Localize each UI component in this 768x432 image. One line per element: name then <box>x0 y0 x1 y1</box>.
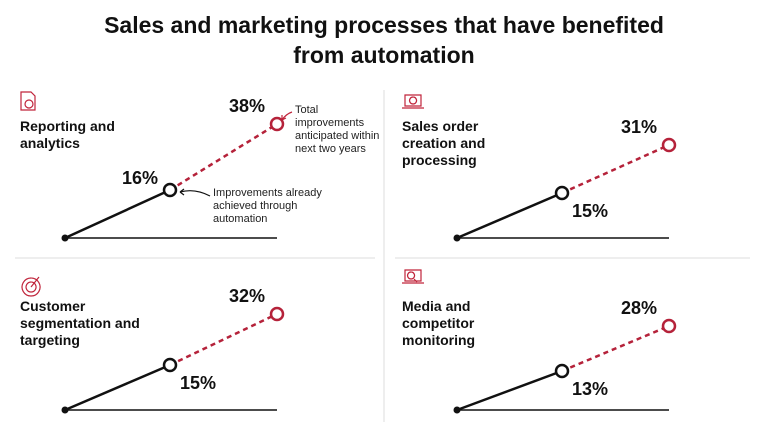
value-label: 31% <box>621 117 657 137</box>
point <box>661 137 677 153</box>
value-label: 16% <box>122 168 158 188</box>
panel-title: Sales order creation and processing <box>402 118 486 168</box>
value-label: 15% <box>180 373 216 393</box>
target-icon <box>21 276 41 297</box>
media-icon <box>402 269 424 284</box>
point <box>554 363 570 379</box>
point <box>162 357 178 373</box>
annotation-arrow <box>179 188 211 197</box>
annotation-arrow <box>281 111 293 121</box>
projected-line <box>561 143 670 195</box>
point <box>269 306 285 322</box>
panel-title: Media and competitor monitoring <box>402 298 476 348</box>
origin-dot <box>61 234 69 242</box>
panel-title: Customer segmentation and targeting <box>20 298 140 348</box>
point <box>554 185 570 201</box>
annotation: Total improvements anticipated within ne… <box>295 104 380 155</box>
point <box>661 318 677 334</box>
projected-line <box>561 324 670 373</box>
point <box>269 116 285 132</box>
projected-line <box>169 122 278 192</box>
value-label: 32% <box>229 286 265 306</box>
achieved-line <box>64 188 171 240</box>
origin-dot <box>453 406 461 414</box>
origin-dot <box>61 406 69 414</box>
projected-line <box>169 312 278 367</box>
page-title: Sales and marketing processes that have … <box>104 12 664 68</box>
panel-title: Reporting and analytics <box>20 118 115 151</box>
sales-icon <box>402 94 424 109</box>
point <box>162 182 178 198</box>
achieved-line <box>64 363 171 412</box>
achieved-line <box>456 191 563 240</box>
origin-dot <box>453 234 461 242</box>
value-label: 28% <box>621 298 657 318</box>
annotation: Improvements already achieved through au… <box>213 187 322 225</box>
achieved-line <box>456 369 563 412</box>
value-label: 15% <box>572 201 608 221</box>
report-icon <box>20 91 36 111</box>
value-label: 38% <box>229 96 265 116</box>
value-label: 13% <box>572 379 608 399</box>
